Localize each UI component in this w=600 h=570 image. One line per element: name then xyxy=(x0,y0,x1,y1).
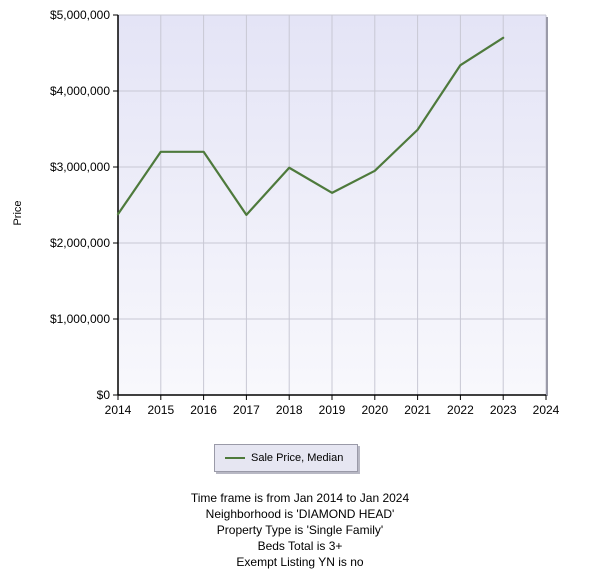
criteria-caption: Time frame is from Jan 2014 to Jan 2024 … xyxy=(0,490,600,570)
x-tick-label: 2020 xyxy=(361,403,388,417)
legend: Sale Price, Median xyxy=(214,444,358,472)
criteria-line-timeframe: Time frame is from Jan 2014 to Jan 2024 xyxy=(0,490,600,506)
y-axis-title: Price xyxy=(12,200,24,225)
y-tick-label: $0 xyxy=(97,388,111,402)
y-tick-label: $4,000,000 xyxy=(50,84,110,98)
y-tick-label: $3,000,000 xyxy=(50,160,110,174)
x-tick-label: 2024 xyxy=(533,403,560,417)
x-tick-label: 2015 xyxy=(147,403,174,417)
x-tick-label: 2022 xyxy=(447,403,474,417)
x-tick-label: 2019 xyxy=(319,403,346,417)
x-tick-label: 2023 xyxy=(490,403,517,417)
y-tick-label: $5,000,000 xyxy=(50,8,110,22)
legend-label: Sale Price, Median xyxy=(251,452,343,464)
criteria-line-neighborhood: Neighborhood is 'DIAMOND HEAD' xyxy=(0,506,600,522)
y-tick-label: $1,000,000 xyxy=(50,312,110,326)
criteria-line-property-type: Property Type is 'Single Family' xyxy=(0,522,600,538)
chart: 2014 2015 2016 2017 2018 2019 2020 2021 2022 2023… xyxy=(0,0,600,440)
legend-line-swatch xyxy=(225,457,245,459)
criteria-line-exempt-listing: Exempt Listing YN is no xyxy=(0,554,600,570)
x-tick-label: 2021 xyxy=(404,403,431,417)
x-tick-label: 2017 xyxy=(233,403,260,417)
x-tick-label: 2014 xyxy=(105,403,132,417)
y-tick-label: $2,000,000 xyxy=(50,236,110,250)
x-tick-label: 2016 xyxy=(190,403,217,417)
x-tick-label: 2018 xyxy=(276,403,303,417)
criteria-line-beds: Beds Total is 3+ xyxy=(0,538,600,554)
